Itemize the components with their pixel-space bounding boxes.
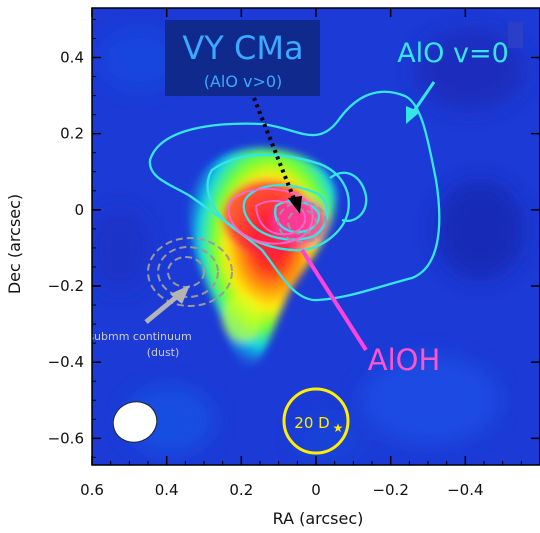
chart-title: VY CMa	[182, 29, 303, 67]
scale-circle	[282, 387, 350, 455]
annotation-arrows	[144, 81, 436, 352]
aloh-contour-2	[254, 200, 307, 236]
continuum-arrowhead	[170, 285, 190, 304]
dust-contour-1	[147, 237, 233, 307]
y-axis-title: Dec (arcsec)	[5, 194, 24, 294]
x-tick-label: 0.4	[155, 481, 179, 499]
y-tick-label: −0.2	[48, 277, 84, 295]
y-tick-label: 0	[74, 201, 84, 219]
corner-patch	[508, 22, 523, 48]
x-tick-label: 0	[311, 481, 321, 499]
scale-bar-circle: 20 D ★	[282, 387, 350, 455]
x-axis: 0.6 0.4 0.2 0 −0.2 −0.4	[80, 8, 540, 499]
title-box	[165, 20, 320, 96]
y-tick-label: 0.2	[60, 125, 84, 143]
continuum-arrow	[144, 292, 182, 324]
dust-contour-2	[157, 246, 219, 298]
x-tick-label: −0.2	[372, 481, 408, 499]
vy-cma-dotted-arrow	[252, 97, 298, 205]
y-tick-label: 0.4	[60, 49, 84, 67]
alo-v0-contours	[148, 90, 441, 302]
beam-ellipse	[112, 401, 158, 443]
aloh-contours	[227, 187, 314, 245]
x-axis-title: RA (arcsec)	[273, 509, 364, 528]
continuum-sublabel: (dust)	[147, 346, 180, 359]
dust-contour-5	[287, 209, 317, 235]
y-axis: 0.4 0.2 0 −0.2 −0.4 −0.6	[48, 18, 540, 458]
x-tick-label: 0.2	[229, 481, 253, 499]
plot-area: VY CMa (AlO v>0)	[88, 8, 540, 465]
chart-subtitle: (AlO v>0)	[204, 72, 283, 91]
vy-cma-arrowhead	[288, 196, 302, 214]
star-icon: ★	[333, 421, 344, 435]
aloh-label: AlOH	[368, 343, 441, 377]
title-block: VY CMa (AlO v>0)	[165, 20, 320, 96]
x-tick-label: 0.6	[80, 481, 104, 499]
aloh-arrow	[300, 248, 368, 352]
alo-v0-contour-inner	[242, 184, 329, 241]
annotation-labels: AlO v=0 AlOH submm continuum (dust)	[88, 38, 509, 377]
alo-v0-arrow	[410, 81, 436, 115]
y-tick-label: −0.4	[48, 353, 84, 371]
alo-v0-arrowhead	[406, 106, 420, 124]
alo-v0-contour-mid	[206, 153, 350, 252]
aloh-contour-1	[227, 187, 314, 245]
scale-label: 20 D	[294, 414, 329, 432]
dust-contour-4	[277, 201, 327, 243]
x-tick-label: −0.4	[447, 481, 483, 499]
alo-v0-contour-lobe	[329, 171, 368, 223]
continuum-label: submm continuum	[88, 330, 191, 343]
alo-v0-label: AlO v=0	[397, 38, 509, 69]
y-tick-label: −0.6	[48, 429, 84, 447]
